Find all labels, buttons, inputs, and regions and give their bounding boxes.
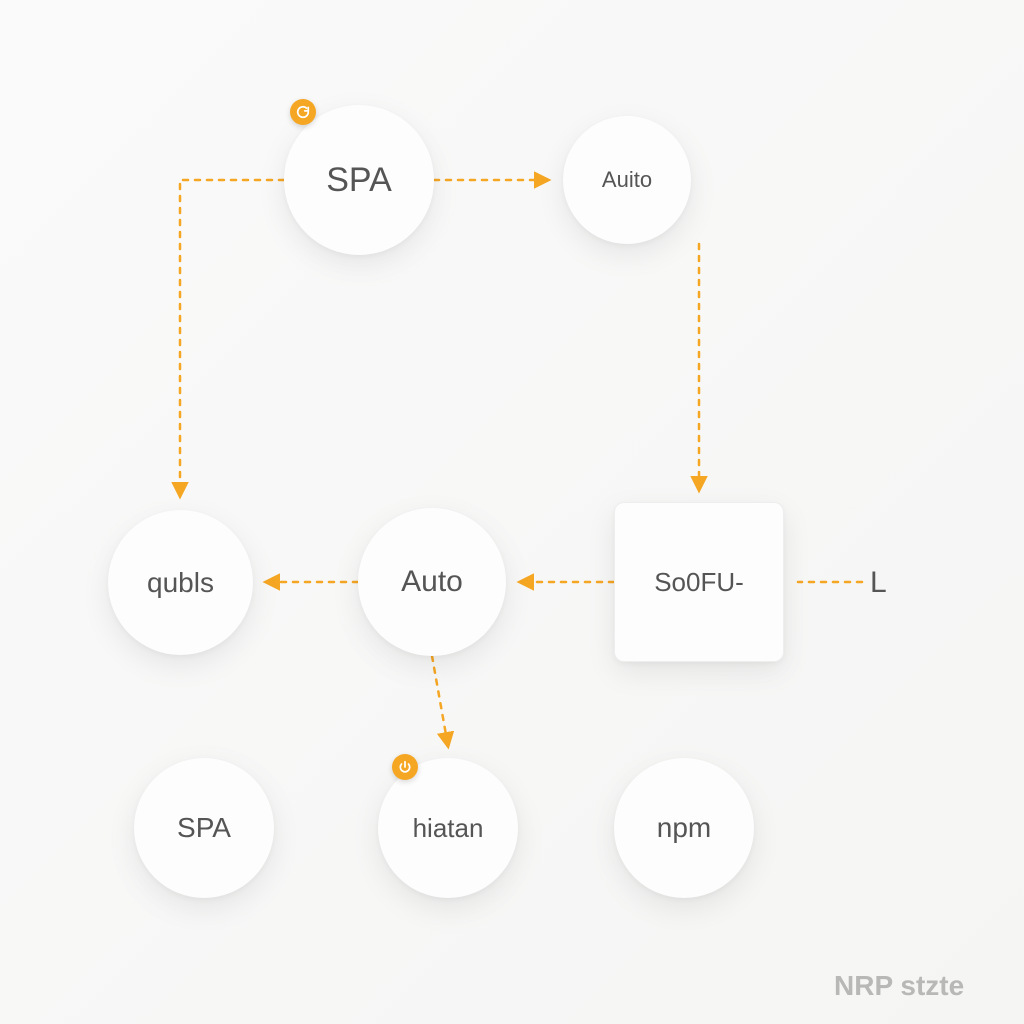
node-hiatan[interactable]: hiatan <box>378 758 518 898</box>
node-npm[interactable]: npm <box>614 758 754 898</box>
node-label: qubls <box>147 567 214 599</box>
node-qubls[interactable]: qubls <box>108 510 253 655</box>
node-auto[interactable]: Auto <box>358 508 506 656</box>
diagram-canvas: SPA Auito qubls Auto So0FU- SPA hiatan n… <box>0 0 1024 1024</box>
node-label: hiatan <box>413 813 484 844</box>
node-label: Auito <box>602 167 652 193</box>
node-spa2[interactable]: SPA <box>134 758 274 898</box>
edge <box>432 656 448 746</box>
refresh-icon <box>290 99 316 125</box>
node-so0fu[interactable]: So0FU- <box>614 502 784 662</box>
node-label: SPA <box>177 812 231 844</box>
node-label: npm <box>657 812 711 844</box>
node-label: Auto <box>401 565 463 599</box>
node-spa1[interactable]: SPA <box>284 105 434 255</box>
node-label: SPA <box>326 161 392 200</box>
node-label: So0FU- <box>654 567 744 598</box>
footer-text: NRP stzte <box>834 970 964 1002</box>
edge <box>180 180 284 496</box>
node-auito[interactable]: Auito <box>563 116 691 244</box>
floating-label-L: L <box>870 566 887 600</box>
power-icon <box>392 754 418 780</box>
